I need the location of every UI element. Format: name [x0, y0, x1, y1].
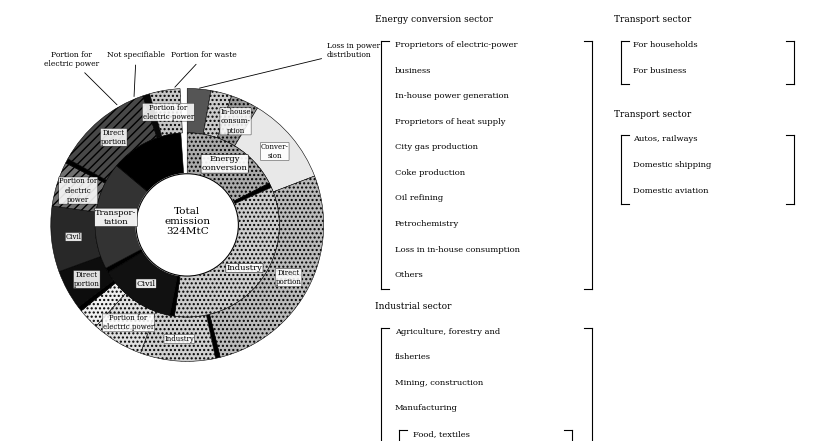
- Text: For business: For business: [633, 67, 687, 75]
- Text: Transport sector: Transport sector: [615, 15, 692, 24]
- Wedge shape: [187, 89, 211, 134]
- Wedge shape: [150, 89, 182, 136]
- Text: Mining, construction: Mining, construction: [395, 379, 483, 387]
- Text: Direct
portion: Direct portion: [101, 129, 127, 146]
- Text: Civil: Civil: [66, 233, 81, 241]
- Wedge shape: [66, 159, 107, 183]
- Text: Proprietors of electric-power: Proprietors of electric-power: [395, 41, 517, 49]
- Wedge shape: [174, 187, 279, 317]
- Wedge shape: [207, 314, 221, 359]
- Text: Industrial sector: Industrial sector: [374, 302, 451, 311]
- Text: Domestic shipping: Domestic shipping: [633, 161, 711, 169]
- Text: Energy
conversion: Energy conversion: [202, 155, 247, 172]
- Text: Petrochemistry: Petrochemistry: [395, 220, 459, 228]
- Text: Others: Others: [395, 271, 423, 279]
- Circle shape: [136, 174, 239, 276]
- Text: Direct
portion: Direct portion: [74, 271, 100, 288]
- Wedge shape: [108, 251, 177, 315]
- Wedge shape: [95, 166, 148, 268]
- Text: Conver-
sion: Conver- sion: [260, 143, 289, 160]
- Text: In-house power generation: In-house power generation: [395, 92, 509, 100]
- Wedge shape: [78, 280, 116, 311]
- Text: Direct
portion: Direct portion: [276, 269, 301, 286]
- Text: Manufacturing: Manufacturing: [395, 404, 457, 412]
- Wedge shape: [169, 275, 180, 316]
- Text: Portion for
electric power: Portion for electric power: [142, 104, 194, 121]
- Wedge shape: [81, 283, 125, 326]
- Text: Food, textiles: Food, textiles: [413, 430, 470, 438]
- Text: Transport sector: Transport sector: [615, 110, 692, 119]
- Wedge shape: [233, 183, 271, 204]
- Text: Portion for
electric power: Portion for electric power: [44, 51, 117, 105]
- Wedge shape: [68, 96, 157, 180]
- Text: fisheries: fisheries: [395, 353, 431, 361]
- Text: Not specifiable: Not specifiable: [107, 52, 165, 97]
- Wedge shape: [204, 90, 232, 138]
- Text: Loss in power
distribution: Loss in power distribution: [199, 42, 380, 88]
- Text: Energy conversion sector: Energy conversion sector: [374, 15, 492, 24]
- Text: Transpor-
tation: Transpor- tation: [95, 209, 137, 226]
- Wedge shape: [209, 176, 324, 357]
- Text: For households: For households: [633, 41, 698, 49]
- Text: Industry: Industry: [226, 264, 262, 272]
- Wedge shape: [234, 108, 314, 192]
- Text: Oil refining: Oil refining: [395, 194, 443, 202]
- Text: Agriculture, forestry and: Agriculture, forestry and: [395, 328, 500, 336]
- Text: business: business: [395, 67, 431, 75]
- Wedge shape: [59, 256, 114, 307]
- Text: Autos, railways: Autos, railways: [633, 135, 698, 143]
- Text: Domestic aviation: Domestic aviation: [633, 187, 709, 194]
- Text: Portion for
electric power: Portion for electric power: [103, 314, 154, 332]
- Text: In-house
consum-
ption: In-house consum- ption: [221, 108, 251, 135]
- Wedge shape: [96, 293, 155, 353]
- Text: Loss in in-house consumption: Loss in in-house consumption: [395, 246, 520, 254]
- Text: Coke production: Coke production: [395, 169, 465, 177]
- Text: Total
emission
324MtC: Total emission 324MtC: [164, 206, 210, 236]
- Text: City gas production: City gas production: [395, 143, 478, 151]
- Wedge shape: [106, 249, 143, 273]
- Text: Portion for waste: Portion for waste: [172, 52, 237, 87]
- Text: Proprietors of heat supply: Proprietors of heat supply: [395, 118, 505, 126]
- Text: Portion for
electric
power: Portion for electric power: [59, 177, 98, 204]
- Wedge shape: [116, 133, 184, 192]
- Wedge shape: [50, 206, 101, 272]
- Text: Civil: Civil: [137, 280, 155, 288]
- Wedge shape: [52, 163, 105, 212]
- Wedge shape: [187, 133, 269, 202]
- Text: Industry: Industry: [164, 335, 195, 343]
- Wedge shape: [141, 311, 216, 361]
- Wedge shape: [217, 96, 257, 146]
- Wedge shape: [142, 94, 162, 138]
